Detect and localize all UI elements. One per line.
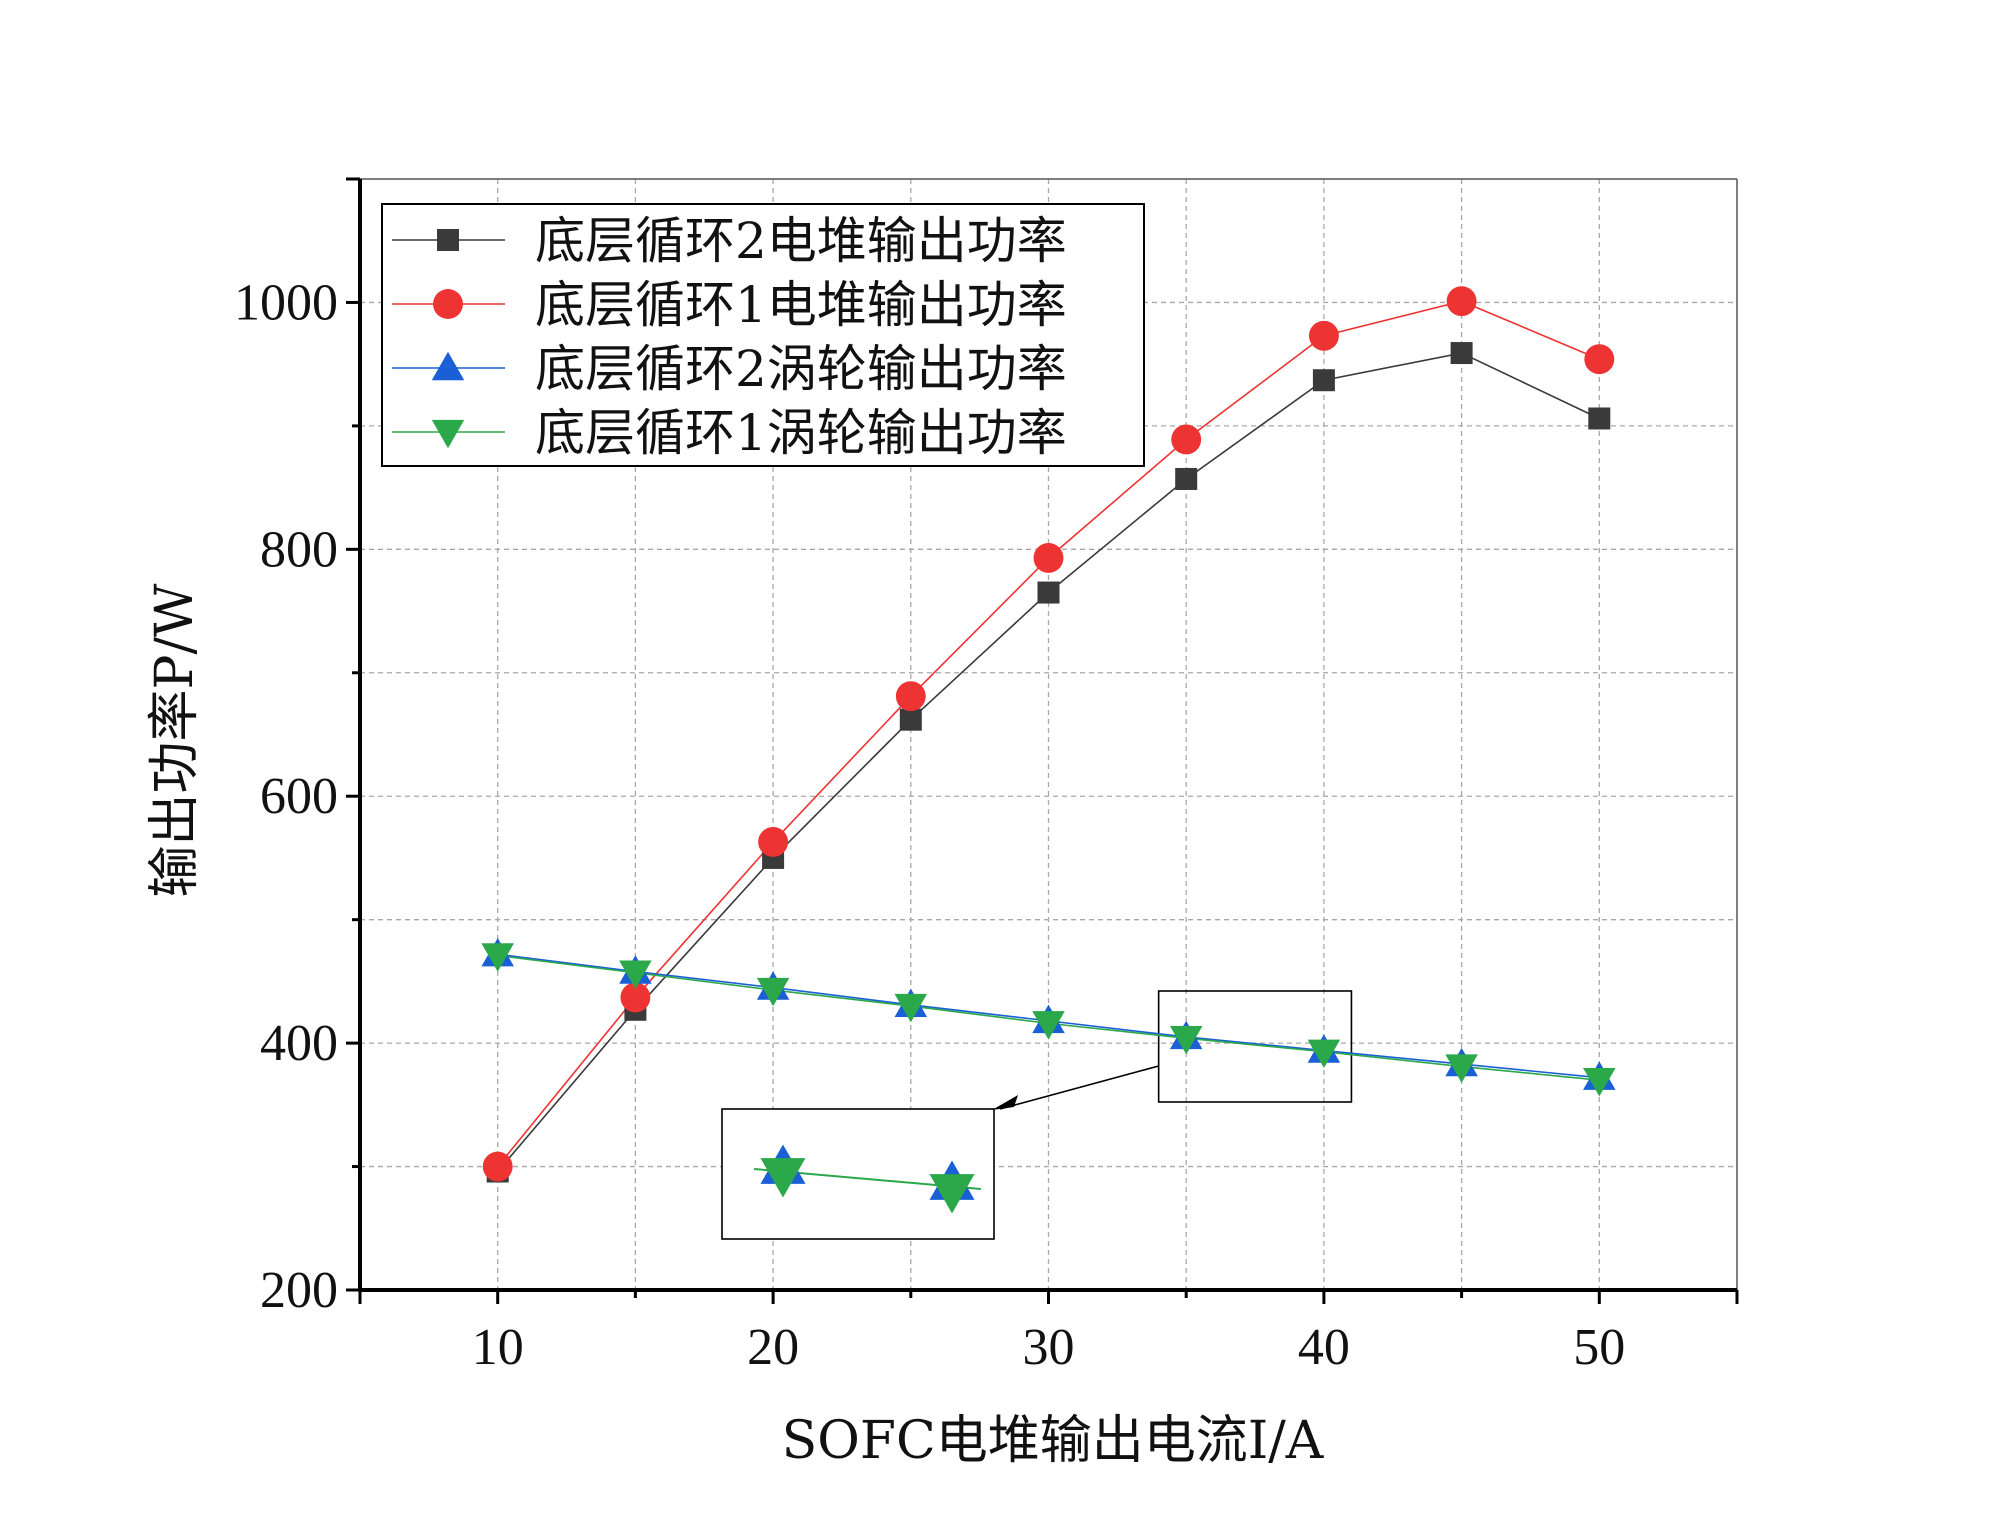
x-tick-label: 50 [1573, 1319, 1625, 1376]
legend-label-1: 底层循环2电堆输出功率 [535, 212, 1067, 270]
zoom-down-marker [760, 1158, 806, 1198]
legend-marker-2 [433, 289, 463, 319]
legend-marker-1 [437, 229, 459, 251]
x-tick-label: 30 [1023, 1319, 1075, 1376]
series-4-point [1032, 1011, 1065, 1040]
y-tick-label: 800 [260, 521, 338, 578]
series-1-point [1175, 467, 1198, 490]
series-4-point [1445, 1054, 1478, 1083]
zoom-down-marker [929, 1174, 975, 1214]
series-1-point [1037, 581, 1060, 604]
legend-label-2: 底层循环1电堆输出功率 [535, 276, 1067, 334]
series-4-point [1169, 1025, 1203, 1055]
y-tick-label: 400 [260, 1015, 338, 1072]
x-axis-title: SOFC电堆输出电流I/A [782, 1411, 1325, 1471]
x-tick-label: 20 [747, 1319, 799, 1376]
legend-box [381, 203, 1145, 467]
series-4-point [756, 977, 790, 1007]
x-tick-label: 10 [472, 1319, 524, 1376]
series-2-point [758, 826, 789, 857]
zoom-source-box [1157, 990, 1353, 1103]
y-axis-title: 输出功率P/W [145, 583, 205, 898]
series-2-point [1446, 286, 1477, 317]
x-tick-label: 40 [1298, 1319, 1350, 1376]
series-2-point [1584, 344, 1615, 375]
series-4-point [481, 943, 514, 972]
series-2-point [1033, 543, 1064, 573]
series-4-point [894, 993, 928, 1023]
zoom-arrow-line [999, 1065, 1159, 1110]
series-1-point [1450, 342, 1473, 365]
legend-label-3: 底层循环2涡轮输出功率 [535, 340, 1067, 398]
legend-marker-3 [431, 351, 465, 381]
series-2-point [620, 982, 651, 1013]
series-4-point [1583, 1067, 1616, 1097]
series-1-point [1312, 369, 1335, 392]
y-tick-label: 200 [260, 1262, 338, 1319]
series-4-point [1307, 1039, 1341, 1069]
zoom-arrow-head [992, 1095, 1018, 1110]
series-1-point [899, 708, 922, 731]
legend-label-4: 底层循环1涡轮输出功率 [535, 404, 1067, 462]
series-4-point [619, 960, 652, 989]
series-2-point [1308, 320, 1339, 351]
zoom-inset [721, 990, 1353, 1240]
y-tick-label: 1000 [234, 274, 338, 331]
series-2-point [482, 1151, 513, 1182]
legend-marker-4 [431, 419, 465, 449]
legend: 底层循环2电堆输出功率底层循环1电堆输出功率底层循环2涡轮输出功率底层循环1涡轮… [381, 203, 1145, 467]
series-markers [481, 286, 1616, 1183]
series-2-point [895, 681, 926, 712]
axes: 10 20 30 40 50 200 400 600 800 1000 [234, 177, 1739, 1376]
series-1-point [1588, 407, 1611, 430]
series-2-point [1171, 424, 1202, 455]
series-line-1 [497, 352, 1600, 1173]
y-tick-label: 600 [260, 768, 338, 825]
